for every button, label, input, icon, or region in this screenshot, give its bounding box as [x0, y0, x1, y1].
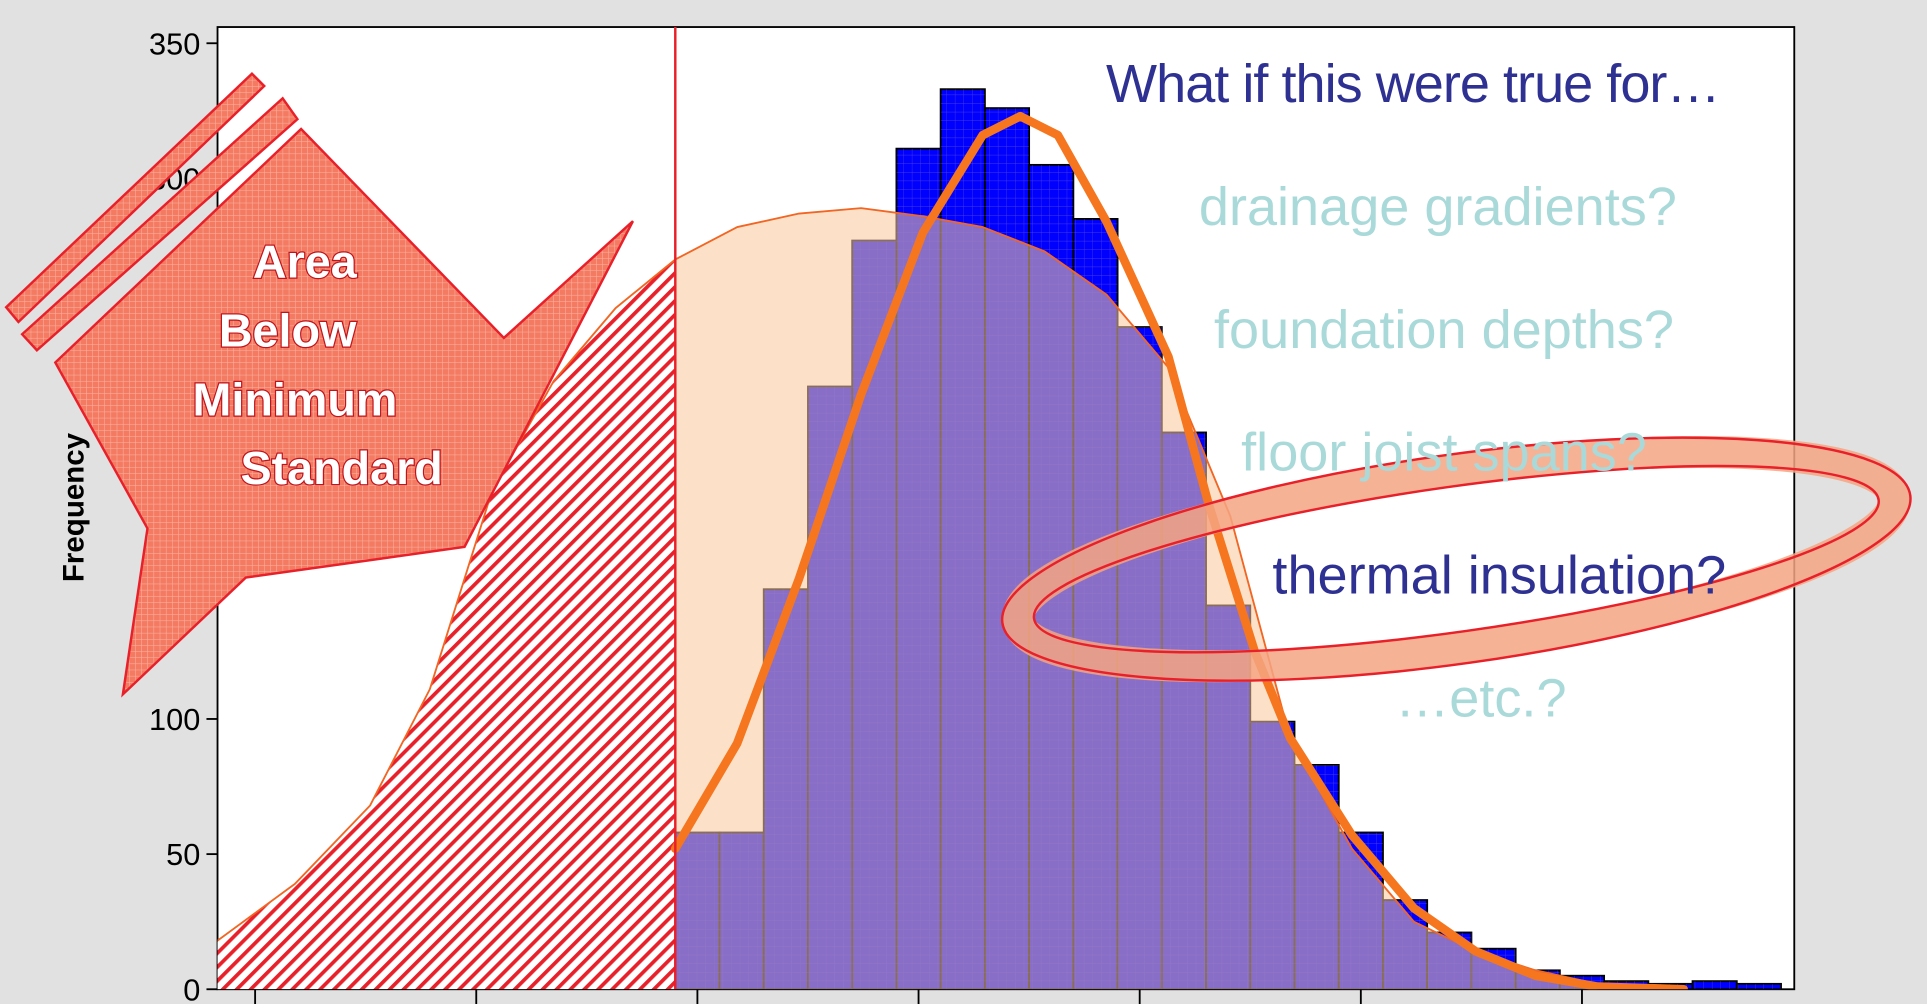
callout-text: Minimum: [192, 373, 397, 425]
bar-texture: [1737, 984, 1781, 989]
bar-texture: [675, 832, 719, 989]
callout-text: Standard: [240, 442, 442, 494]
callout-text: Area: [253, 236, 358, 288]
highlighted-item: thermal insulation?: [1272, 546, 1726, 606]
bar-texture: [985, 108, 1029, 989]
question: What if this were true for…: [1106, 54, 1720, 114]
item: foundation depths?: [1214, 300, 1674, 360]
page: {"chart_data": { "type": "histogram", "y…: [0, 0, 1927, 1004]
chart: 050100150200250300350Frequency AreaBelow…: [0, 0, 1927, 1004]
y-axis-label: Frequency: [58, 432, 91, 582]
bar-texture: [1693, 981, 1737, 989]
y-tick-label: 0: [183, 972, 200, 1004]
item: …etc.?: [1395, 668, 1566, 728]
y-tick-label: 350: [149, 26, 200, 61]
bar-texture: [1073, 219, 1117, 989]
item: drainage gradients?: [1199, 177, 1677, 237]
y-tick-label: 100: [149, 702, 200, 737]
callout-text: Below: [219, 305, 357, 357]
y-tick-label: 50: [166, 837, 200, 872]
bar-texture: [720, 832, 764, 989]
bar-texture: [1250, 722, 1294, 990]
bar-texture: [1339, 832, 1383, 989]
item: floor joist spans?: [1241, 423, 1647, 483]
